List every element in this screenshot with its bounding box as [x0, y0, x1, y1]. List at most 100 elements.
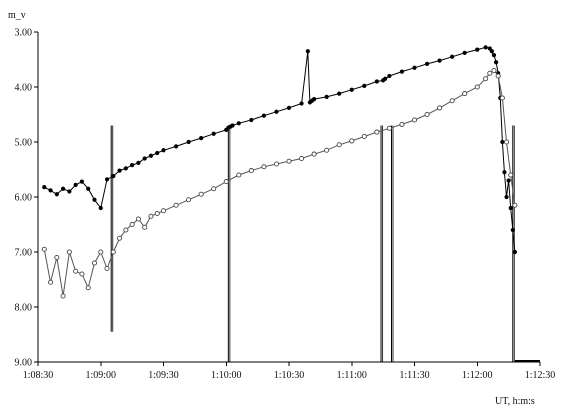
series-2-point: [110, 249, 116, 255]
series-1-point: [286, 105, 292, 110]
series-1-point: [67, 189, 72, 194]
series-2-point: [349, 138, 355, 144]
series-2-point: [411, 117, 418, 123]
series-2-point: [66, 249, 72, 255]
axes-layer: 3.00 4.00 5.00 6.00 7.00 8.00 9.001:08:30 1:09:…: [15, 28, 556, 382]
series-2-point: [91, 260, 98, 266]
x-tick-label: 1:12:00: [462, 370, 493, 381]
series-1-point: [424, 61, 430, 66]
series-2-point: [324, 147, 330, 153]
series-2-point: [186, 197, 192, 203]
series-1-point: [111, 174, 116, 179]
series-1-point: [491, 53, 497, 58]
series-1-point: [337, 91, 342, 96]
series-1-point: [374, 79, 379, 84]
series-2-point: [73, 268, 79, 274]
series-2-point: [117, 235, 123, 241]
series-2-point: [160, 208, 167, 214]
series-1-point: [136, 160, 141, 165]
series-1-point: [92, 197, 97, 202]
y-tick-label: 9.00: [15, 358, 33, 369]
series-2-point: [503, 139, 510, 145]
series-1-point: [489, 49, 494, 54]
series-2-point: [286, 158, 292, 164]
series-1-point: [324, 94, 329, 99]
series-1-point: [86, 186, 91, 191]
series-2-point: [142, 224, 148, 230]
series-1-point: [508, 205, 513, 211]
series-2-point: [248, 168, 254, 174]
series-2-point: [361, 133, 367, 140]
series-2-line: [43, 69, 516, 297]
x-tick-label: 1:09:30: [148, 370, 179, 381]
series-2-point: [85, 285, 91, 291]
series-1-point: [437, 58, 442, 63]
y-tick-label: 3.00: [15, 28, 33, 39]
x-tick-label: 1:10:00: [211, 370, 242, 381]
series-2-point: [474, 84, 480, 90]
series-1-point: [305, 49, 310, 54]
series-1-point: [61, 186, 66, 191]
y-tick-label: 5.00: [15, 138, 33, 149]
series-1-point: [510, 227, 515, 233]
series-2-point: [173, 202, 179, 208]
series-1-point: [199, 136, 204, 141]
series-2-point: [508, 172, 514, 178]
series-1-line: [44, 46, 516, 253]
series-2-point: [449, 98, 455, 104]
x-tick-label: 1:10:30: [274, 370, 305, 381]
series-2-point: [41, 246, 47, 252]
series-1-point: [362, 83, 367, 88]
series-2-point: [198, 191, 204, 197]
series-2-point: [499, 95, 505, 101]
series-1-point: [236, 121, 241, 126]
series-2-point: [483, 76, 489, 82]
series-2-point: [104, 265, 110, 272]
series-2-point: [48, 279, 54, 285]
series-1-point: [502, 170, 507, 175]
series-2-point: [399, 121, 405, 127]
series-1-point: [483, 45, 488, 50]
series-1-point: [54, 192, 59, 197]
y-tick-label: 7.00: [15, 248, 33, 259]
series-1-point: [155, 150, 160, 156]
y-axis-label: m_v: [8, 10, 26, 21]
series-1-point: [349, 87, 354, 92]
series-1-point: [230, 123, 235, 128]
x-tick-label: 1:11:00: [337, 370, 367, 381]
series-1-point: [173, 144, 179, 149]
series-1-point: [104, 177, 110, 182]
series-1-point: [504, 194, 509, 200]
series-2-point: [54, 254, 60, 261]
series-2-point: [298, 155, 305, 162]
series-2-point: [211, 186, 217, 192]
series-1-point: [450, 54, 455, 59]
series-2-point: [154, 210, 160, 217]
series-2-point: [236, 172, 242, 178]
series-1-point: [387, 73, 392, 79]
series-1-point: [142, 156, 147, 161]
series-2-point: [129, 221, 135, 228]
series-1-point: [249, 117, 254, 123]
series-1-point: [462, 50, 467, 56]
series-1-point: [274, 109, 279, 114]
series-2-point: [148, 213, 154, 219]
series-2-point: [386, 125, 392, 131]
series-2-point: [462, 91, 468, 97]
series-1-point: [123, 166, 128, 171]
series-1-point: [42, 185, 47, 190]
series-2-point: [79, 271, 85, 277]
series-2-point: [60, 293, 66, 299]
series-2-point: [491, 67, 497, 74]
series-1-point: [412, 65, 417, 70]
y-tick-label: 6.00: [15, 193, 33, 204]
series-2-point: [123, 227, 129, 233]
series-2-point: [261, 164, 267, 170]
series-2-point: [487, 70, 493, 76]
series-2-point: [512, 202, 518, 208]
series-1-point: [475, 47, 480, 52]
series-2-point: [135, 216, 141, 222]
series-2-point: [223, 179, 229, 185]
series-1-point: [117, 168, 122, 173]
